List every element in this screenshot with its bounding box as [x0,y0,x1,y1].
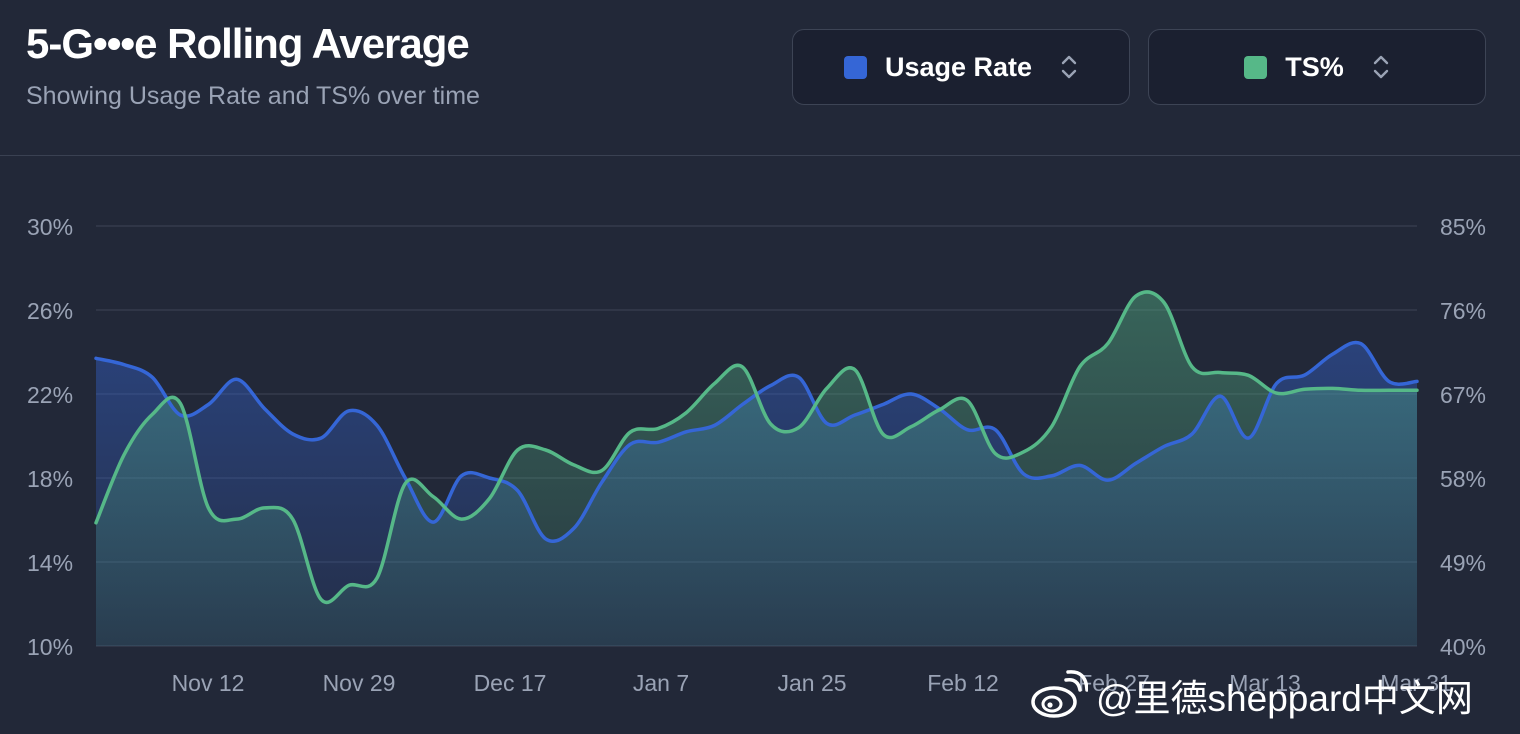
y-right-tick-label: 67% [1440,382,1486,408]
ts-percent-swatch [1244,55,1268,79]
x-tick-label: Jan 25 [777,670,846,696]
y-left-tick-label: 30% [27,214,73,240]
chart-title: 5-G•••e Rolling Average [26,20,470,67]
y-left-tick-label: 14% [27,550,73,576]
y-left-tick-label: 10% [27,634,73,660]
rolling-average-chart[interactable]: 30% 85% 26% 76% 22% 67% 18% 58% 14% 49% 10% 40% Nov … [0,157,1520,734]
x-tick-label: Mar 31 [1380,670,1452,696]
y-right-tick-label: 40% [1440,634,1486,660]
ts-percent-selector[interactable]: TS% [1148,29,1486,105]
chart-header: 5-G•••e Rolling Average Showing Usage Ra… [0,0,1520,156]
ts-percent-selector-label: TS% [1285,51,1344,82]
usage-rate-line [94,340,1419,543]
ts-percent-line [94,290,1419,605]
chevron-up-down-icon [1061,55,1077,79]
usage-rate-selector-label: Usage Rate [884,51,1033,82]
y-right-tick-label: 49% [1440,550,1486,576]
ts-percent-area [96,291,1417,646]
y-right-tick-label: 76% [1440,298,1486,324]
x-tick-label: Mar 13 [1229,670,1301,696]
y-right-tick-label: 85% [1440,214,1486,240]
y-right-tick-label: 58% [1440,466,1486,492]
watermark-text: @里德sheppard中文网 [1096,678,1473,719]
chevron-up-down-icon [1373,55,1388,79]
usage-rate-selector[interactable]: Usage Rate [792,29,1130,105]
x-tick-label: Feb 12 [927,670,999,696]
y-left-tick-label: 18% [27,466,73,492]
x-tick-label: Jan 7 [633,670,689,696]
x-tick-label: Nov 12 [172,670,245,696]
weibo-logo-icon [1031,670,1088,718]
x-tick-label: Nov 29 [323,670,396,696]
y-left-tick-label: 26% [27,298,73,324]
chart-subtitle: Showing Usage Rate and TS% over time [26,82,480,110]
y-left-tick-label: 22% [27,382,73,408]
x-tick-label: Dec 17 [474,670,547,696]
x-tick-label: Feb 27 [1078,670,1150,696]
usage-rate-swatch [843,55,867,79]
watermark: @里德sheppard中文网 [1030,668,1473,722]
